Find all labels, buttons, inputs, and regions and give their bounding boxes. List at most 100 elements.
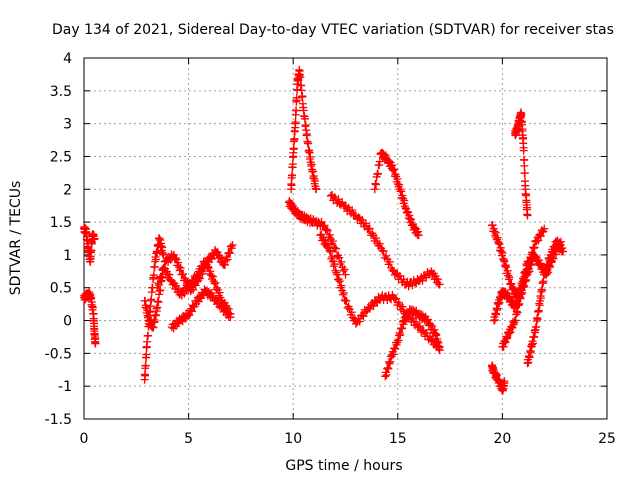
data-point bbox=[292, 93, 301, 102]
y-tick-label: -0.5 bbox=[45, 346, 72, 362]
data-point bbox=[174, 258, 183, 267]
data-point bbox=[341, 270, 350, 279]
series-arc-03c bbox=[153, 241, 237, 296]
data-point bbox=[540, 224, 549, 233]
data-point bbox=[323, 240, 332, 249]
y-tick-label: -1.5 bbox=[45, 412, 72, 428]
data-point bbox=[211, 278, 220, 287]
data-point bbox=[330, 193, 339, 202]
data-point bbox=[328, 237, 337, 246]
data-point bbox=[337, 281, 346, 290]
series-arc-15 bbox=[381, 305, 444, 381]
data-point bbox=[515, 299, 524, 308]
data-point bbox=[215, 253, 224, 262]
data-point bbox=[365, 224, 374, 233]
data-point bbox=[154, 279, 163, 288]
data-point bbox=[189, 285, 198, 294]
data-point bbox=[340, 295, 349, 304]
data-point bbox=[423, 315, 432, 324]
data-point bbox=[207, 289, 216, 298]
x-tick-label: 10 bbox=[284, 431, 302, 447]
data-point bbox=[330, 260, 339, 269]
x-tick-label: 0 bbox=[80, 431, 89, 447]
data-point bbox=[358, 215, 367, 224]
data-point bbox=[536, 232, 545, 241]
data-point bbox=[335, 277, 344, 286]
x-tick-label: 20 bbox=[493, 431, 511, 447]
data-point bbox=[333, 275, 342, 284]
data-point bbox=[527, 261, 536, 270]
y-tick-label: 0.5 bbox=[50, 281, 72, 297]
data-point bbox=[533, 315, 542, 324]
data-point bbox=[304, 139, 313, 148]
data-point bbox=[332, 268, 341, 277]
data-point bbox=[221, 306, 230, 315]
data-point bbox=[221, 260, 230, 269]
data-point bbox=[195, 274, 204, 283]
data-point bbox=[369, 302, 378, 311]
data-point bbox=[338, 290, 347, 299]
data-point bbox=[300, 114, 309, 123]
ticks bbox=[83, 57, 608, 420]
series-arc-00b bbox=[80, 288, 100, 348]
data-point bbox=[544, 261, 553, 270]
data-point bbox=[149, 271, 158, 280]
data-point bbox=[154, 298, 163, 307]
y-tick-label: -1 bbox=[58, 379, 72, 395]
series-arc-21b bbox=[523, 236, 568, 368]
series-arc-00a bbox=[80, 223, 99, 266]
data-point bbox=[181, 276, 190, 285]
data-point bbox=[159, 263, 168, 272]
data-point bbox=[303, 130, 312, 139]
data-point bbox=[144, 331, 153, 340]
data-point bbox=[158, 265, 167, 274]
data-point bbox=[166, 275, 175, 284]
data-point bbox=[347, 308, 356, 317]
x-tick-label: 5 bbox=[184, 431, 193, 447]
data-point bbox=[538, 228, 547, 237]
data-point bbox=[312, 185, 321, 194]
data-point bbox=[195, 273, 204, 282]
data-point bbox=[523, 211, 532, 220]
data-point bbox=[174, 263, 183, 272]
data-point bbox=[319, 235, 328, 244]
data-point bbox=[90, 234, 99, 243]
data-point bbox=[289, 145, 298, 154]
data-point bbox=[296, 73, 305, 82]
data-point bbox=[500, 378, 509, 387]
data-point bbox=[155, 274, 164, 283]
data-point bbox=[379, 247, 388, 256]
data-point bbox=[372, 297, 381, 306]
data-point bbox=[298, 92, 307, 101]
data-point bbox=[534, 236, 543, 245]
data-point bbox=[359, 312, 368, 321]
y-tick-label: 0 bbox=[63, 314, 72, 330]
data-point bbox=[426, 320, 435, 329]
data-point bbox=[520, 161, 529, 170]
data-point bbox=[538, 286, 547, 295]
series-arc-04 bbox=[167, 285, 235, 333]
data-point bbox=[179, 270, 188, 279]
data-point bbox=[519, 146, 528, 155]
data-point bbox=[225, 309, 234, 318]
data-point bbox=[210, 279, 219, 288]
data-point bbox=[292, 106, 301, 115]
data-point bbox=[362, 219, 371, 228]
data-point bbox=[171, 253, 180, 262]
data-point bbox=[291, 118, 300, 127]
data-point bbox=[355, 317, 364, 326]
data-point bbox=[226, 313, 235, 322]
data-point bbox=[335, 253, 344, 262]
data-point bbox=[87, 246, 96, 255]
data-point bbox=[372, 180, 381, 189]
data-point bbox=[228, 241, 237, 250]
data-point bbox=[384, 364, 393, 373]
data-point bbox=[435, 346, 444, 355]
data-point bbox=[322, 225, 331, 234]
data-point bbox=[428, 270, 437, 279]
data-point bbox=[325, 246, 334, 255]
data-point bbox=[221, 256, 230, 265]
data-point bbox=[187, 307, 196, 316]
data-point bbox=[217, 254, 226, 263]
data-point bbox=[183, 278, 192, 287]
